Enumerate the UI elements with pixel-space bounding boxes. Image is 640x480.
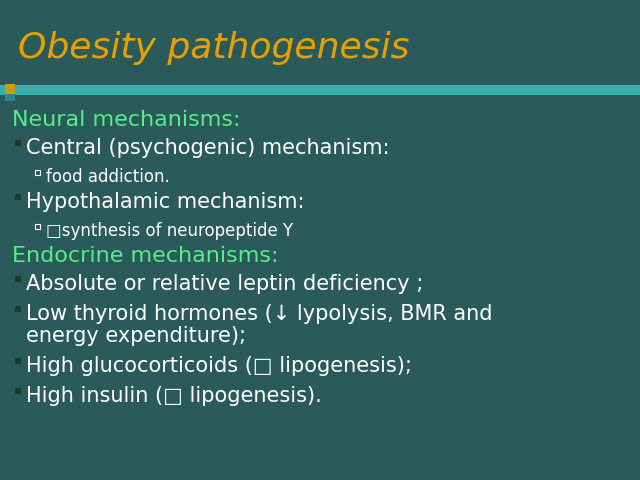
- Bar: [5, 94, 15, 101]
- Text: Neural mechanisms:: Neural mechanisms:: [12, 110, 241, 130]
- Text: Endocrine mechanisms:: Endocrine mechanisms:: [12, 246, 278, 266]
- Bar: [5, 84, 15, 94]
- Text: food addiction.: food addiction.: [46, 168, 170, 186]
- Text: Low thyroid hormones (↓ lypolysis, BMR and: Low thyroid hormones (↓ lypolysis, BMR a…: [26, 304, 493, 324]
- Text: Absolute or relative leptin deficiency ;: Absolute or relative leptin deficiency ;: [26, 274, 423, 294]
- Bar: [35, 170, 40, 175]
- Text: Obesity pathogenesis: Obesity pathogenesis: [18, 31, 410, 65]
- Text: Hypothalamic mechanism:: Hypothalamic mechanism:: [26, 192, 305, 212]
- Bar: [0, 85, 640, 95]
- Bar: [15, 194, 21, 200]
- Bar: [15, 358, 21, 364]
- Bar: [15, 276, 21, 282]
- Bar: [15, 388, 21, 394]
- Text: □synthesis of neuropeptide Y: □synthesis of neuropeptide Y: [46, 222, 293, 240]
- Text: High glucocorticoids (□ lipogenesis);: High glucocorticoids (□ lipogenesis);: [26, 356, 412, 376]
- Bar: [35, 224, 40, 229]
- Bar: [15, 306, 21, 312]
- Text: energy expenditure);: energy expenditure);: [26, 326, 246, 346]
- Text: Central (psychogenic) mechanism:: Central (psychogenic) mechanism:: [26, 138, 390, 158]
- Bar: [15, 140, 21, 146]
- Text: High insulin (□ lipogenesis).: High insulin (□ lipogenesis).: [26, 386, 322, 406]
